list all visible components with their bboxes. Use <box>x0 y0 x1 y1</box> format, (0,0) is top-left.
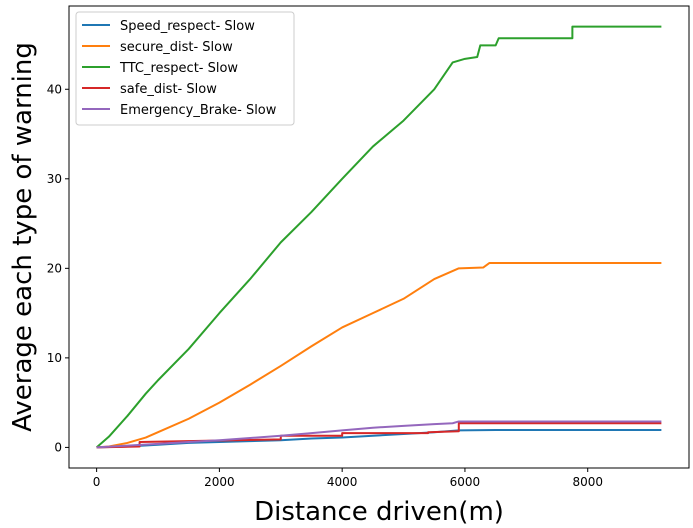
series-line-safe-dist-slow <box>96 422 662 449</box>
y-tick-label: 40 <box>47 82 62 96</box>
y-axis-title: Average each type of warning <box>8 42 38 432</box>
x-tick-label: 4000 <box>327 475 358 489</box>
y-tick-label: 10 <box>47 351 62 365</box>
series-line-secure-dist-slow <box>96 261 662 449</box>
x-tick-label: 6000 <box>450 475 481 489</box>
legend-label-emergency-brake-slow: Emergency_Brake- Slow <box>120 103 277 118</box>
legend: Speed_respect- Slow secure_dist- Slow TTC_… <box>75 11 295 126</box>
series-layer <box>95 25 662 449</box>
legend-box <box>75 11 295 126</box>
x-tick-label: 2000 <box>204 475 235 489</box>
legend-label-secure-dist-slow: secure_dist- Slow <box>120 40 233 55</box>
plot-frame <box>68 5 690 469</box>
x-tick-label: 0 <box>93 475 101 489</box>
y-tick-label: 20 <box>47 261 62 275</box>
legend-label-safe-dist-slow: safe_dist- Slow <box>120 82 217 97</box>
x-tick-label: 8000 <box>572 475 603 489</box>
legend-label-speed-respect-slow: Speed_respect- Slow <box>120 19 255 34</box>
series-line-ttc-respect-slow <box>95 25 662 449</box>
series-line-emergency-brake-slow <box>96 420 662 449</box>
y-tick-label: 30 <box>47 172 62 186</box>
legend-label-ttc-respect-slow: TTC_respect- Slow <box>119 61 238 76</box>
x-axis-title: Distance driven(m) <box>254 497 504 527</box>
y-axis-ticks: 0 10 20 30 40 <box>47 82 69 454</box>
x-axis-ticks: 0 2000 4000 6000 8000 <box>93 468 603 489</box>
y-tick-label: 0 <box>54 440 62 454</box>
